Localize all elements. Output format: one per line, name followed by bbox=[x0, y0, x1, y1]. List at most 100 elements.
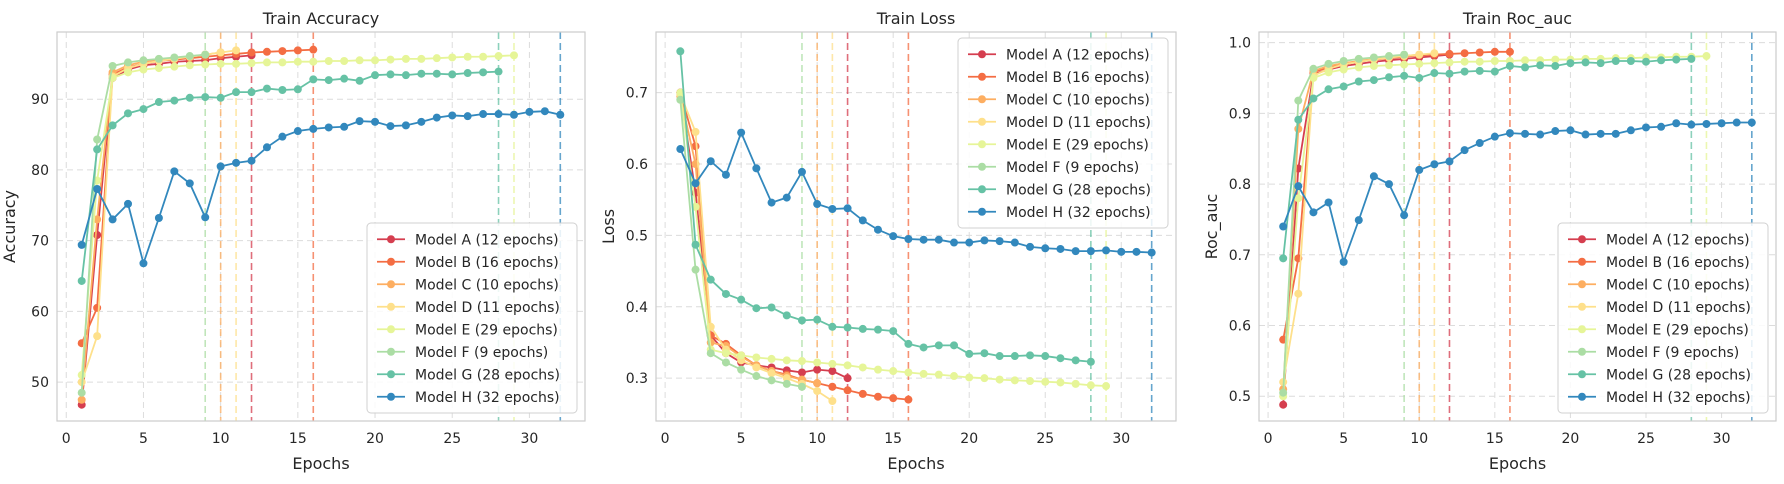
data-point bbox=[401, 71, 410, 80]
data-point bbox=[1279, 254, 1288, 263]
data-point bbox=[889, 394, 898, 403]
data-point bbox=[1566, 126, 1575, 135]
y-tick-label: 0.7 bbox=[1229, 248, 1251, 264]
legend-label: Model D (11 epochs) bbox=[1006, 115, 1151, 131]
legend-label: Model H (32 epochs) bbox=[415, 390, 560, 406]
data-point bbox=[858, 389, 867, 398]
data-point bbox=[1309, 208, 1318, 217]
data-point bbox=[1581, 58, 1590, 67]
data-point bbox=[1415, 59, 1424, 68]
data-point bbox=[77, 395, 86, 404]
data-point bbox=[752, 304, 761, 313]
data-point bbox=[1505, 47, 1514, 56]
data-point bbox=[371, 56, 380, 65]
series-line bbox=[679, 51, 1091, 363]
data-point bbox=[77, 276, 86, 285]
data-point bbox=[417, 69, 426, 78]
data-point bbox=[1102, 382, 1111, 391]
x-tick-label: 5 bbox=[1339, 431, 1348, 447]
legend-label: Model G (28 epochs) bbox=[1606, 367, 1751, 383]
chart-panel-2: 0 5 10 15 20 25 30 0.3 0.4 0.5 0.6 0.7 Train Loss Epo… bbox=[599, 9, 1177, 473]
legend-box bbox=[957, 37, 1169, 229]
data-point bbox=[1475, 48, 1484, 57]
data-point bbox=[1010, 376, 1019, 385]
axes-frame bbox=[56, 31, 586, 422]
data-point bbox=[889, 327, 898, 336]
data-point bbox=[752, 372, 761, 381]
data-point bbox=[1687, 54, 1696, 63]
data-point bbox=[262, 58, 271, 67]
data-point bbox=[1071, 247, 1080, 256]
x-tick-label: 25 bbox=[443, 431, 461, 447]
data-point bbox=[479, 52, 488, 61]
y-tick-label: 0.6 bbox=[626, 157, 648, 173]
y-tick-label: 0.4 bbox=[626, 300, 648, 316]
data-point bbox=[1339, 56, 1348, 65]
data-point bbox=[540, 107, 549, 116]
data-point bbox=[1354, 216, 1363, 225]
data-point bbox=[1294, 96, 1303, 105]
data-point bbox=[93, 135, 102, 144]
data-point bbox=[1475, 66, 1484, 75]
x-tick-label: 10 bbox=[808, 431, 826, 447]
x-tick-label: 10 bbox=[1410, 431, 1428, 447]
x-tick-label: 0 bbox=[1264, 431, 1273, 447]
data-point bbox=[676, 88, 685, 97]
data-point bbox=[1596, 59, 1605, 68]
data-point bbox=[1324, 85, 1333, 94]
legend-marker bbox=[387, 325, 395, 334]
data-point bbox=[1521, 56, 1530, 65]
data-point bbox=[309, 45, 318, 54]
data-point bbox=[721, 170, 730, 179]
data-point bbox=[1086, 381, 1095, 390]
y-tick-label: 0.7 bbox=[626, 86, 648, 102]
series-line bbox=[80, 48, 314, 344]
data-point bbox=[124, 199, 133, 208]
data-point bbox=[980, 349, 989, 358]
data-point bbox=[139, 259, 148, 268]
data-point bbox=[278, 58, 287, 67]
data-point bbox=[1687, 120, 1696, 129]
data-point bbox=[1521, 129, 1530, 138]
data-point bbox=[843, 374, 852, 383]
data-point bbox=[1132, 247, 1141, 256]
legend-marker bbox=[387, 235, 395, 244]
x-tick-label: 5 bbox=[139, 431, 148, 447]
data-point bbox=[676, 145, 685, 154]
data-point bbox=[721, 358, 730, 367]
data-point bbox=[525, 107, 534, 116]
data-point bbox=[124, 68, 133, 77]
data-point bbox=[448, 70, 457, 79]
data-point bbox=[752, 353, 761, 362]
data-point bbox=[1460, 49, 1469, 58]
data-point bbox=[1294, 182, 1303, 191]
data-point bbox=[782, 374, 791, 383]
data-point bbox=[1339, 65, 1348, 74]
data-point bbox=[767, 369, 776, 378]
data-point bbox=[767, 303, 776, 312]
data-point bbox=[232, 46, 241, 55]
x-tick-label: 0 bbox=[62, 431, 71, 447]
data-point bbox=[309, 57, 318, 66]
x-axis-label: Epochs bbox=[887, 454, 944, 473]
data-point bbox=[1581, 130, 1590, 139]
data-point bbox=[737, 128, 746, 137]
data-point bbox=[904, 339, 913, 348]
data-point bbox=[828, 382, 837, 391]
x-tick-label: 30 bbox=[1713, 431, 1731, 447]
data-point bbox=[1445, 69, 1454, 78]
legend-marker bbox=[978, 95, 986, 104]
legend-box bbox=[366, 222, 578, 414]
data-point bbox=[1309, 73, 1318, 82]
data-point bbox=[706, 349, 715, 358]
legend-box bbox=[1557, 222, 1769, 414]
data-point bbox=[873, 365, 882, 374]
data-point bbox=[904, 234, 913, 243]
data-point bbox=[509, 51, 518, 60]
data-point bbox=[1339, 82, 1348, 91]
data-point bbox=[262, 84, 271, 93]
data-point bbox=[1732, 118, 1741, 127]
data-point bbox=[170, 167, 179, 176]
data-point bbox=[843, 386, 852, 395]
data-point bbox=[1505, 61, 1514, 70]
